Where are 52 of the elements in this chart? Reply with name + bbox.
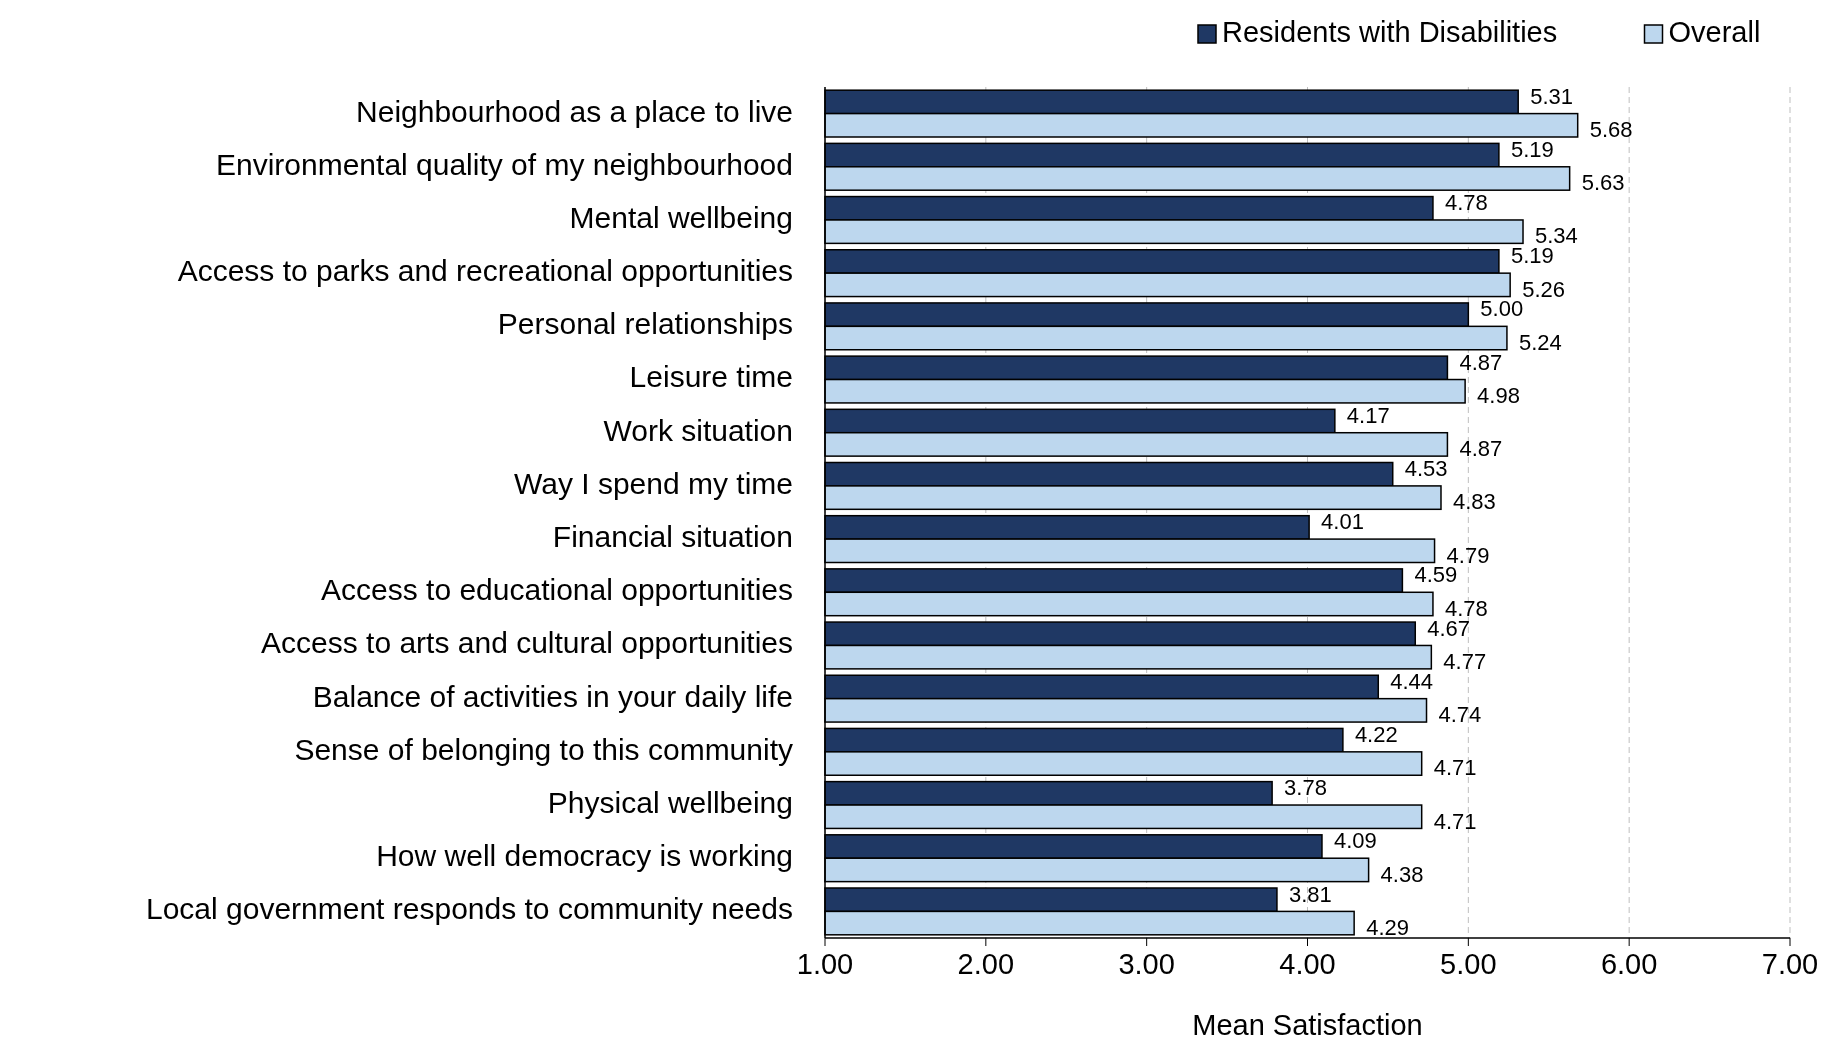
data-label: 4.74 (1438, 702, 1482, 728)
x-tick-label: 5.00 (1440, 948, 1497, 980)
x-tick-label: 1.00 (796, 948, 854, 980)
y-tick-label: Environmental quality of my neighbourhood (215, 147, 793, 181)
data-label: 4.38 (1380, 861, 1424, 887)
y-tick-label: Access to parks and recreational opportunities (177, 254, 793, 288)
y-tick-label: Sense of belonging to this community (294, 732, 793, 766)
y-tick-label: Physical wellbeing (547, 785, 793, 819)
legend-label: Residents with Disabilities (1222, 15, 1558, 48)
legend-label: Overall (1668, 15, 1761, 48)
data-label: 4.83 (1452, 489, 1496, 515)
y-tick-label: Access to arts and cultural opportunities (261, 626, 793, 660)
data-label: 4.87 (1459, 349, 1503, 375)
data-label: 4.53 (1404, 456, 1448, 482)
data-label: 4.29 (1366, 914, 1409, 940)
x-tick-label: 3.00 (1118, 948, 1175, 980)
data-label: 3.81 (1288, 881, 1332, 907)
x-tick-label: 6.00 (1600, 948, 1658, 980)
data-label: 5.26 (1522, 276, 1565, 302)
y-tick-label: Mental wellbeing (569, 200, 793, 234)
data-label: 5.68 (1589, 117, 1633, 143)
data-label: 4.87 (1459, 436, 1503, 462)
data-label: 5.31 (1530, 83, 1574, 109)
x-axis-title: Mean Satisfaction (1192, 1009, 1423, 1041)
data-label: 4.17 (1346, 402, 1390, 428)
data-label: 4.98 (1477, 383, 1520, 409)
data-label: 5.19 (1510, 136, 1554, 162)
data-label: 5.00 (1480, 296, 1524, 322)
data-label: 3.78 (1284, 775, 1327, 801)
data-label: 4.09 (1333, 828, 1377, 854)
data-label: 4.44 (1390, 668, 1434, 694)
x-tick-label: 7.00 (1761, 948, 1819, 980)
y-tick-label: Way I spend my time (514, 466, 793, 500)
x-tick-label: 2.00 (957, 948, 1015, 980)
data-label: 4.01 (1321, 509, 1364, 535)
data-label: 4.71 (1433, 755, 1477, 781)
y-tick-label: Balance of activities in your daily life (312, 679, 793, 713)
y-tick-label: Local government responds to community needs (145, 892, 793, 926)
y-tick-label: How well democracy is working (376, 839, 793, 873)
data-label: 4.71 (1433, 808, 1477, 834)
data-label: 5.63 (1581, 170, 1625, 196)
data-label: 4.78 (1444, 190, 1488, 216)
y-tick-label: Personal relationships (497, 307, 793, 341)
data-label: 4.22 (1354, 721, 1398, 747)
y-tick-label: Leisure time (629, 360, 793, 394)
x-tick-label: 4.00 (1279, 948, 1336, 980)
y-tick-label: Neighbourhood as a place to live (356, 94, 793, 128)
y-tick-label: Work situation (603, 413, 793, 447)
y-tick-label: Financial situation (552, 520, 793, 554)
data-label: 5.24 (1518, 329, 1562, 355)
y-tick-label: Access to educational opportunities (321, 573, 793, 607)
data-label: 4.77 (1443, 648, 1487, 674)
